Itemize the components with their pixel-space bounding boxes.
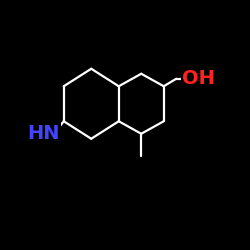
Text: HN: HN bbox=[28, 124, 60, 143]
Text: OH: OH bbox=[182, 69, 215, 88]
